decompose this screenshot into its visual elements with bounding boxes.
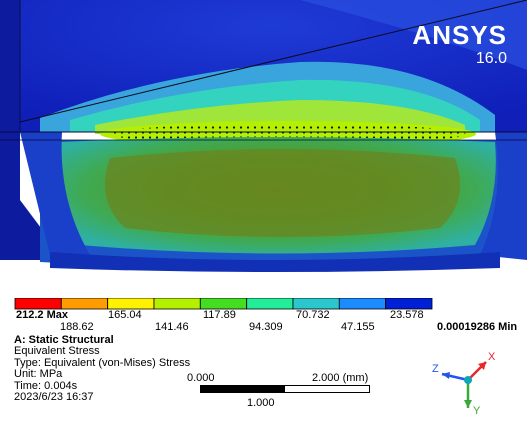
analysis-title: A: Static Structural	[14, 334, 114, 346]
z-axis-label: Z	[432, 363, 439, 375]
y-axis-label: Y	[473, 405, 481, 417]
legend-color-swatch	[199, 298, 248, 310]
legend-color-bar	[14, 298, 433, 310]
legend-value: 23.578	[390, 309, 424, 321]
stress-band-olive	[105, 149, 460, 237]
coordinate-triad[interactable]: X Y Z	[428, 350, 508, 418]
result-time: Time: 0.004s	[14, 379, 78, 392]
result-info-panel: A: Static Structural Equivalent Stress T…	[14, 334, 191, 404]
scale-mid-label: 1.000	[247, 397, 275, 409]
result-date: 2023/6/23 16:37	[14, 391, 94, 404]
legend-color-swatch	[14, 298, 62, 310]
scale-end-label: 2.000 (mm)	[312, 372, 369, 384]
scale-bar	[200, 385, 370, 393]
contour-legend[interactable]: 212.2 Max 165.04 117.89 70.732 23.578 18…	[0, 292, 527, 342]
stress-contour-plot	[0, 0, 527, 272]
legend-max-label: 212.2 Max	[16, 309, 68, 321]
result-unit: Unit: MPa	[14, 368, 63, 381]
legend-color-swatch	[153, 298, 201, 310]
legend-value: 165.04	[108, 309, 142, 321]
model-edge-line	[19, 0, 527, 123]
ansys-logo: ANSYS	[412, 20, 507, 50]
results-viewport[interactable]: ANSYS 16.0	[0, 0, 527, 290]
result-name: Equivalent Stress	[14, 345, 100, 358]
result-type: Type: Equivalent (von-Mises) Stress	[14, 356, 191, 369]
legend-value: 70.732	[296, 309, 330, 321]
legend-value: 117.89	[203, 309, 236, 321]
legend-value: 47.155	[341, 321, 375, 333]
legend-value: 94.309	[249, 321, 283, 333]
x-axis-label: X	[488, 351, 496, 363]
legend-color-swatch	[385, 298, 433, 310]
legend-value: 141.46	[155, 321, 189, 333]
legend-color-swatch	[60, 298, 108, 310]
legend-value: 188.62	[60, 321, 94, 333]
ansys-version: 16.0	[475, 50, 507, 67]
legend-color-swatch	[338, 298, 386, 310]
legend-color-swatch	[107, 298, 155, 310]
ansys-brand: ANSYS 16.0	[412, 22, 507, 68]
outer-frame-left	[0, 0, 20, 248]
legend-color-swatch	[246, 298, 294, 310]
legend-color-swatch	[292, 298, 340, 310]
triad-axes-icon: X Y Z	[432, 351, 496, 417]
scale-start-label: 0.000	[187, 372, 215, 384]
legend-min-label: 0.00019286 Min	[437, 321, 518, 333]
